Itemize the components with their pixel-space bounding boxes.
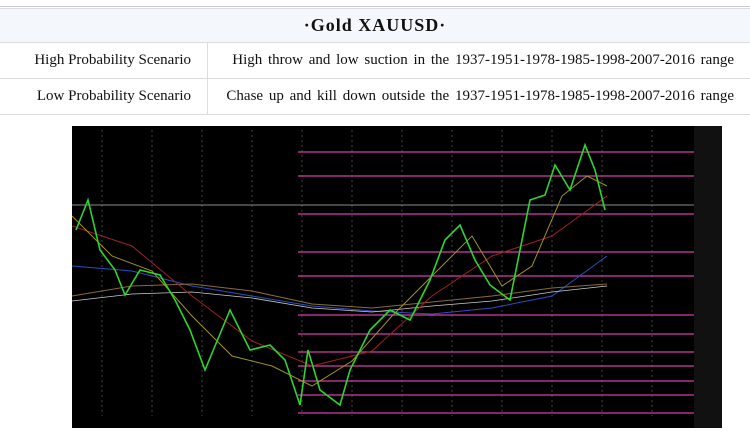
scenario-label: High Probability Scenario	[0, 42, 208, 79]
price-line	[75, 142, 606, 407]
title-row: ·Gold XAUUSD·	[0, 8, 750, 43]
scenario-text: High throw and low suction in the 1937-1…	[207, 42, 750, 79]
ma-red	[72, 195, 608, 367]
top-rule	[0, 6, 750, 7]
scenario-row: Low Probability Scenario Chase up and kil…	[0, 78, 750, 115]
table-body: ·Gold XAUUSD· High Probability Scenario H…	[0, 8, 750, 115]
level-lines	[298, 151, 694, 414]
ma-brown	[72, 283, 608, 309]
scenario-table: ·Gold XAUUSD· High Probability Scenario H…	[0, 8, 750, 115]
scenario-label: Low Probability Scenario	[0, 78, 208, 115]
scenario-text: Chase up and kill down outside the 1937-…	[207, 78, 750, 115]
scenario-row: High Probability Scenario High throw and …	[0, 42, 750, 79]
table-title: ·Gold XAUUSD·	[0, 8, 750, 43]
price-axis	[694, 126, 722, 428]
ma-white	[72, 285, 608, 313]
price-chart-image	[72, 126, 722, 428]
